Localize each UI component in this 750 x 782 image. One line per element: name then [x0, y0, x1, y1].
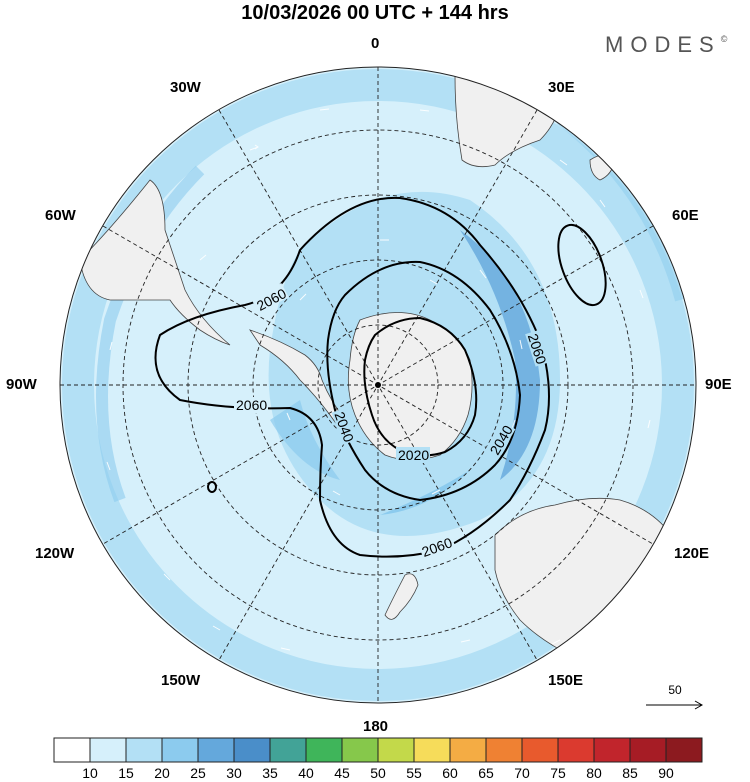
colorbar-tick-label: 65: [478, 765, 494, 781]
colorbar-swatch: [269, 737, 307, 763]
lon-label-180: 180: [363, 718, 389, 735]
colorbar-swatch: [521, 737, 559, 763]
contour-closed-east: [557, 223, 607, 307]
colorbar-swatch: [89, 737, 127, 763]
colorbar-swatch: [53, 737, 91, 763]
colorbar-tick-label: 70: [514, 765, 530, 781]
colorbar-tick-label: 15: [118, 765, 134, 781]
colorbar-swatch: [413, 737, 451, 763]
contour-closed-small: [207, 481, 217, 493]
colorbar-swatch: [593, 737, 631, 763]
contour-label-2060-sw: 2060: [236, 397, 267, 413]
colorbar-tick-label: 60: [442, 765, 458, 781]
colorbar-tick-label: 85: [622, 765, 638, 781]
lon-label-30e: 30E: [548, 79, 575, 96]
contour-2040: [326, 260, 522, 502]
colorbar-tick-label: 90: [658, 765, 674, 781]
lon-label-150e: 150E: [548, 672, 584, 689]
contour-label-2020: 2020: [398, 447, 429, 463]
colorbar-swatch: [161, 737, 199, 763]
reference-vector: 50: [640, 683, 710, 713]
reference-vector-label: 50: [668, 683, 682, 697]
colorbar-tick-label: 35: [262, 765, 278, 781]
lon-label-60e: 60E: [672, 207, 699, 224]
colorbar-swatch: [665, 737, 703, 763]
colorbar-tick-label: 30: [226, 765, 242, 781]
colorbar-tick-label: 55: [406, 765, 422, 781]
brand-mark: ©: [720, 34, 728, 44]
colorbar-swatch: [377, 737, 415, 763]
colorbar-tick-label: 80: [586, 765, 602, 781]
colorbar-swatch: [341, 737, 379, 763]
land-south-america: [79, 179, 231, 346]
brand-name: MODES: [605, 32, 721, 57]
wind-zone-jet: [460, 230, 540, 480]
contour-2060: [154, 196, 550, 558]
lon-label-120w: 120W: [35, 545, 75, 562]
colorbar-swatch: [557, 737, 595, 763]
colorbar-tick-label: 25: [190, 765, 206, 781]
lon-label-0: 0: [371, 35, 380, 52]
wind-zone-west: [270, 400, 340, 480]
colorbar-swatch: [305, 737, 343, 763]
lon-label-90e: 90E: [705, 376, 732, 393]
colorbar-swatch: [197, 737, 235, 763]
lon-label-90w: 90W: [6, 376, 37, 393]
colorbar-swatch: [485, 737, 523, 763]
height-contours: [154, 196, 607, 558]
colorbar-tick-label: 10: [82, 765, 98, 781]
land-new-zealand: [384, 573, 419, 620]
contour-2020: [363, 316, 478, 457]
colorbar-tick-label: 40: [298, 765, 314, 781]
lon-label-60w: 60W: [45, 207, 76, 224]
colorbar: [53, 737, 703, 763]
lon-label-150w: 150W: [161, 672, 201, 689]
globe-border: [59, 66, 697, 704]
wind-band-outer-strong: [96, 165, 205, 503]
colorbar-tick-label: 50: [370, 765, 386, 781]
colorbar-tick-label: 20: [154, 765, 170, 781]
wind-arrows: [106, 108, 651, 651]
map-title: 10/03/2026 00 UTC + 144 hrs: [241, 2, 509, 24]
brand-logo: MODES©: [605, 32, 727, 58]
colorbar-swatch: [449, 737, 487, 763]
south-pole-dot: [375, 382, 381, 388]
colorbar-swatch: [125, 737, 163, 763]
colorbar-swatch: [629, 737, 667, 763]
colorbar-swatch: [233, 737, 271, 763]
lon-label-120e: 120E: [674, 545, 710, 562]
reference-arrow-head: [694, 700, 704, 710]
lon-label-30w: 30W: [170, 79, 201, 96]
colorbar-tick-label: 75: [550, 765, 566, 781]
colorbar-tick-label: 45: [334, 765, 350, 781]
